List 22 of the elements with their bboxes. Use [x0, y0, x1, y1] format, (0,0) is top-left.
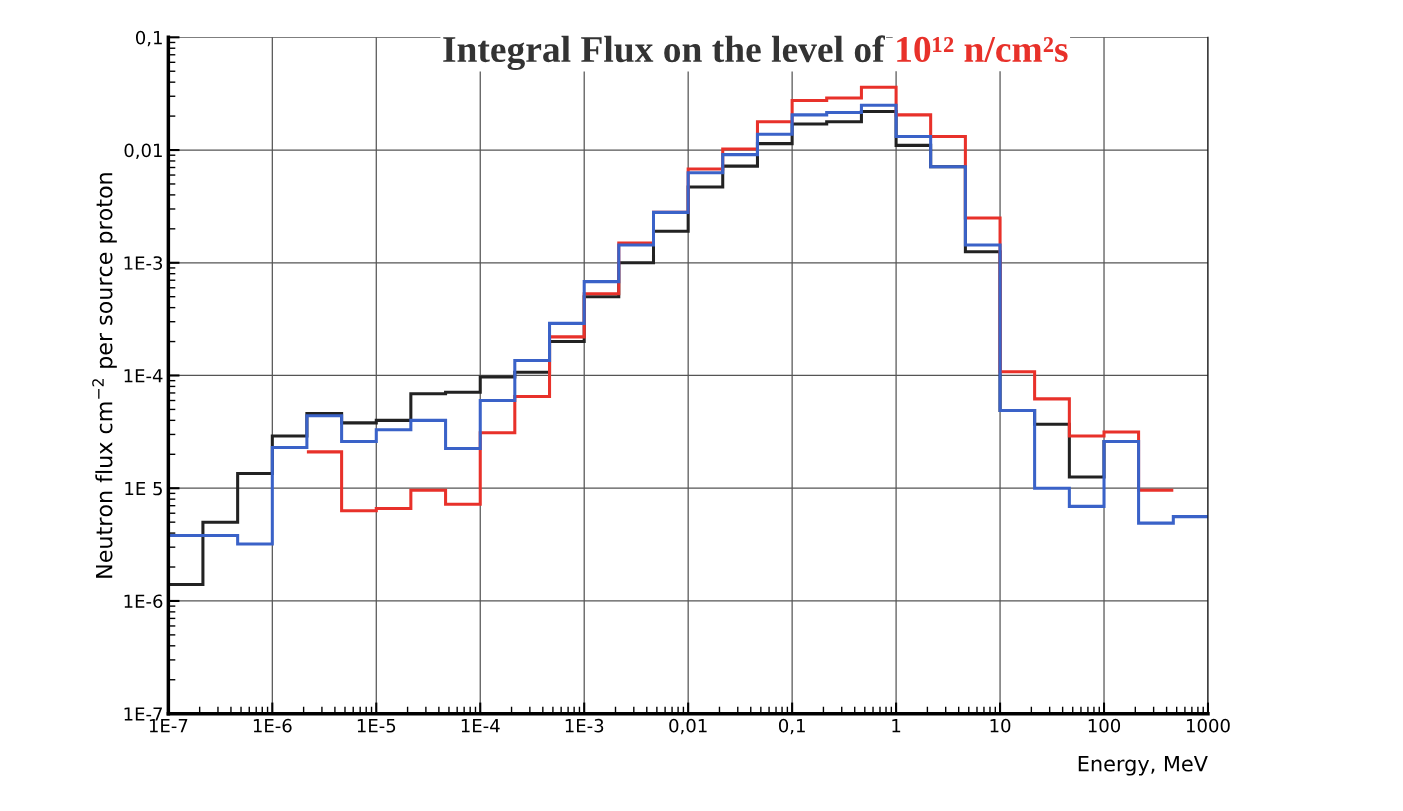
x-axis-title: Energy, MeV — [1078, 756, 1208, 776]
x-tick-label: 1E-4 — [461, 719, 500, 733]
chart-title: Integral Flux on the level of — [443, 35, 885, 71]
x-tick-label: 1E-7 — [149, 719, 188, 733]
y-tick-label: 1E-6 — [124, 594, 163, 609]
x-tick-label: 0,01 — [669, 718, 707, 735]
y-tick-label: 1E-7 — [124, 707, 162, 721]
x-tick-label: 1000 — [1186, 718, 1230, 733]
x-tick-label: 100 — [1088, 718, 1121, 733]
x-tick-label: 1E-6 — [253, 718, 292, 733]
y-tick-label: 1E 5 — [125, 481, 162, 496]
x-tick-label: 0,1 — [778, 718, 805, 735]
x-tick-label: 10 — [990, 718, 1011, 733]
x-tick-label: 1 — [892, 719, 901, 733]
chart-subtitle: 10¹² n/cm²s — [897, 36, 1068, 63]
x-tick-label: 1E-3 — [565, 718, 604, 733]
y-tick-label: 0,01 — [124, 143, 162, 159]
y-axis-title: Neutron flux cm$^{−2}$ per source proton — [92, 173, 117, 578]
x-tick-label: 1E-5 — [357, 719, 396, 733]
y-tick-label: 1E-4 — [124, 369, 163, 383]
y-tick-label: 0,1 — [135, 30, 162, 47]
y-tick-label: 1E-3 — [124, 256, 163, 270]
